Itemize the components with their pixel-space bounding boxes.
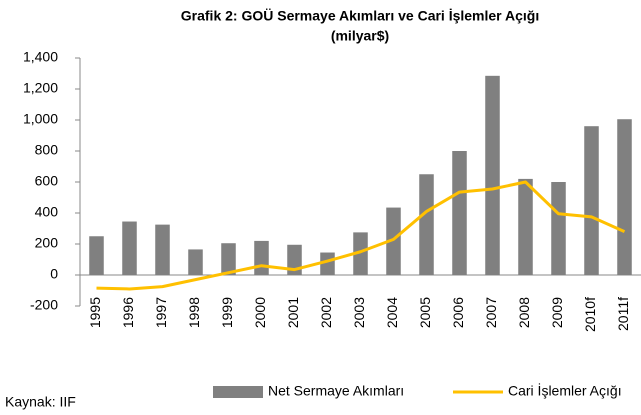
y-tick-label: 1,000 (23, 111, 58, 127)
x-tick-label: 2001 (285, 297, 301, 328)
bar (419, 174, 434, 275)
x-tick-label: 2005 (417, 297, 433, 328)
x-tick-label: 2002 (318, 297, 334, 328)
bar (320, 252, 335, 275)
bar (221, 243, 236, 275)
x-tick-label: 2008 (516, 297, 532, 328)
legend-swatch (213, 386, 263, 398)
x-tick-label: 1999 (219, 297, 235, 328)
x-tick-label: 2003 (351, 297, 367, 328)
x-tick-label: 1998 (186, 297, 202, 328)
bar (155, 224, 170, 275)
chart-subtitle: (milyar$) (331, 28, 389, 44)
chart-title: Grafik 2: GOÜ Sermaye Akımları ve Cari İ… (181, 8, 539, 24)
y-tick-label: 1,400 (23, 49, 58, 65)
bar (617, 119, 632, 275)
y-tick-label: 0 (50, 266, 58, 282)
y-tick-label: 400 (35, 204, 59, 220)
bar (188, 249, 203, 275)
line (96, 180, 626, 291)
source-note: Kaynak: IIF (5, 394, 76, 410)
bar (551, 182, 566, 275)
y-tick-label: 600 (35, 173, 59, 189)
bar (584, 126, 599, 275)
bar (518, 178, 533, 275)
y-tick-label: 200 (35, 235, 59, 251)
bar (452, 151, 467, 275)
bar (353, 232, 368, 275)
bar (254, 240, 269, 275)
x-tick-label: 1995 (87, 297, 103, 328)
y-tick-label: 1,200 (23, 80, 58, 96)
x-tick-label: 2011f (615, 297, 631, 331)
bar (89, 236, 104, 275)
x-tick-label: 1997 (153, 297, 169, 328)
x-tick-label: 2007 (483, 297, 499, 328)
y-tick-label: -200 (30, 297, 58, 313)
x-tick-label: 2004 (384, 297, 400, 328)
bar (485, 75, 500, 275)
legend-label: Cari İşlemler Açığı (508, 382, 622, 399)
x-tick-label: 2000 (252, 297, 268, 328)
bar (122, 221, 137, 275)
x-tick-label: 2009 (549, 297, 565, 328)
legend-label: Net Sermaye Akımları (268, 383, 404, 399)
y-tick-label: 800 (35, 142, 59, 158)
x-tick-label: 2006 (450, 297, 466, 328)
bar (386, 207, 401, 275)
x-tick-label: 2010f (582, 297, 598, 332)
x-tick-label: 1996 (120, 297, 136, 328)
